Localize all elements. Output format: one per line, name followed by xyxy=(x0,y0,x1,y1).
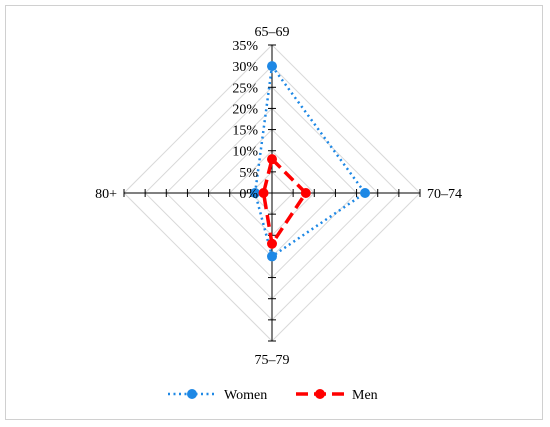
legend: Women Men xyxy=(168,388,378,403)
radial-tick-label: 35% xyxy=(232,39,258,54)
radial-tick-label: 30% xyxy=(232,60,258,75)
legend-marker-women xyxy=(187,389,197,399)
radial-tick-label: 10% xyxy=(232,145,258,160)
category-label: 75–79 xyxy=(255,353,290,368)
legend-marker-men xyxy=(315,389,325,399)
radial-tick-label: 20% xyxy=(232,102,258,117)
category-label: 80+ xyxy=(95,187,117,202)
category-label: 70–74 xyxy=(427,187,462,202)
radial-tick-label: 25% xyxy=(232,81,258,96)
label-layer: 0% 5% 10% 15% 20% 25% 30% 35%65–69 70–74 75–79 80+ xyxy=(95,25,462,368)
data-point-women xyxy=(267,251,277,262)
radial-tick-label: 0% xyxy=(239,187,258,202)
radial-tick-label: 15% xyxy=(232,124,258,139)
series-layer xyxy=(250,61,371,262)
data-point-women xyxy=(360,188,371,198)
data-point-men xyxy=(258,188,269,198)
axis-layer xyxy=(123,44,421,342)
data-point-men xyxy=(267,238,277,249)
data-point-men xyxy=(300,188,311,198)
data-point-women xyxy=(250,188,261,198)
data-point-men xyxy=(267,154,277,165)
data-point-women xyxy=(267,61,277,72)
radial-tick-label: 5% xyxy=(239,166,258,181)
legend-label-men: Men xyxy=(352,388,378,403)
category-label: 65–69 xyxy=(255,25,290,40)
legend-label-women: Women xyxy=(224,388,267,403)
